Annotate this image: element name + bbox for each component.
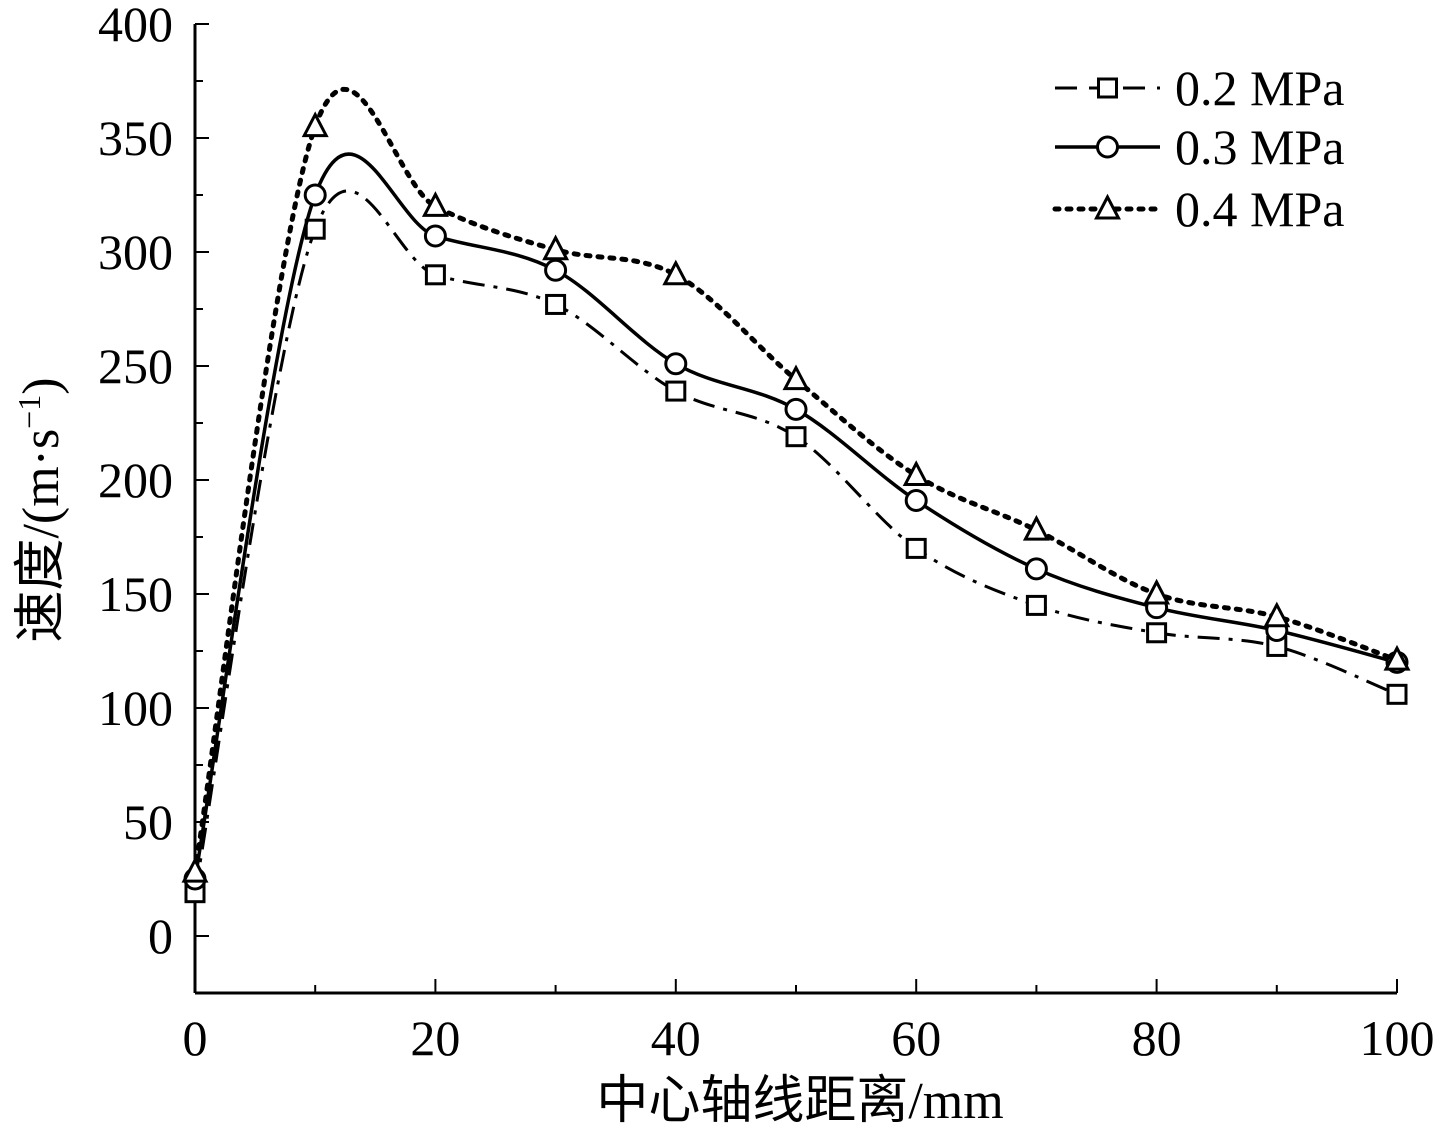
- square-marker: [665, 380, 687, 402]
- y-tick-label: 350: [98, 110, 173, 166]
- circle-marker: [784, 397, 808, 421]
- series-3: [181, 87, 1411, 883]
- y-tick-label: 300: [98, 224, 173, 280]
- circle-marker: [1024, 557, 1048, 581]
- x-tick-label: 60: [891, 1010, 941, 1066]
- legend-label: 0.4 MPa: [1175, 181, 1344, 237]
- y-axis-title-main: 速度/(m·s: [13, 429, 70, 643]
- circle-marker: [544, 258, 568, 282]
- circle-marker: [303, 183, 327, 207]
- triangle-marker: [181, 856, 209, 883]
- y-tick-label: 250: [98, 338, 173, 394]
- triangle-marker: [542, 234, 570, 261]
- square-marker: [1146, 622, 1168, 644]
- series-line: [193, 189, 1398, 893]
- x-tick-label: 0: [183, 1010, 208, 1066]
- series-1: [184, 189, 1408, 904]
- y-tick-label: 50: [123, 794, 173, 850]
- y-tick-label: 150: [98, 566, 173, 622]
- triangle-marker: [662, 259, 690, 286]
- square-marker: [785, 426, 807, 448]
- circle-marker: [423, 224, 447, 248]
- series-2: [183, 152, 1409, 891]
- square-marker: [905, 537, 927, 559]
- circle-marker: [904, 489, 928, 513]
- triangle-marker: [421, 191, 449, 217]
- legend-square-marker: [1097, 77, 1118, 99]
- triangle-marker: [1143, 578, 1171, 605]
- legend-item: 0.4 MPa: [1052, 181, 1344, 237]
- triangle-marker: [301, 111, 329, 138]
- series-layer: [181, 87, 1411, 904]
- x-axis-title: 中心轴线距离/mm: [596, 1073, 1003, 1126]
- square-marker: [1025, 594, 1047, 616]
- x-tick-label: 100: [1360, 1010, 1435, 1066]
- triangle-marker: [782, 364, 810, 391]
- x-tick-label: 80: [1132, 1010, 1182, 1066]
- y-tick-label: 400: [98, 0, 173, 52]
- legend-item: 0.3 MPa: [1055, 119, 1344, 175]
- x-tick-label: 20: [410, 1010, 460, 1066]
- y-tick-label: 0: [148, 908, 173, 964]
- legend-label: 0.3 MPa: [1175, 119, 1344, 175]
- triangle-marker: [1263, 601, 1291, 628]
- x-tick-label: 40: [651, 1010, 701, 1066]
- triangle-marker: [1383, 644, 1411, 671]
- y-tick-label: 100: [98, 680, 173, 736]
- legend-triangle-marker: [1094, 193, 1121, 220]
- triangle-marker: [902, 460, 930, 486]
- square-marker: [424, 264, 446, 286]
- y-axis-title-close: ): [13, 377, 70, 394]
- legend-circle-marker: [1096, 135, 1119, 159]
- square-marker: [304, 218, 326, 240]
- square-marker: [545, 293, 567, 315]
- y-axis-title: 速度/(m·s−1): [11, 377, 70, 642]
- legend-label: 0.2 MPa: [1175, 60, 1344, 116]
- y-tick-label: 200: [98, 452, 173, 508]
- circle-marker: [664, 352, 688, 376]
- series-line: [193, 152, 1398, 880]
- axes: 0 50 100 150 200 250 300 350 400 0 20 40 60 80 100: [98, 0, 1435, 1066]
- square-marker: [1386, 683, 1408, 705]
- triangle-marker: [1022, 514, 1050, 541]
- y-axis-title-superscript: −1: [11, 395, 47, 429]
- legend-item: 0.2 MPa: [1055, 60, 1344, 116]
